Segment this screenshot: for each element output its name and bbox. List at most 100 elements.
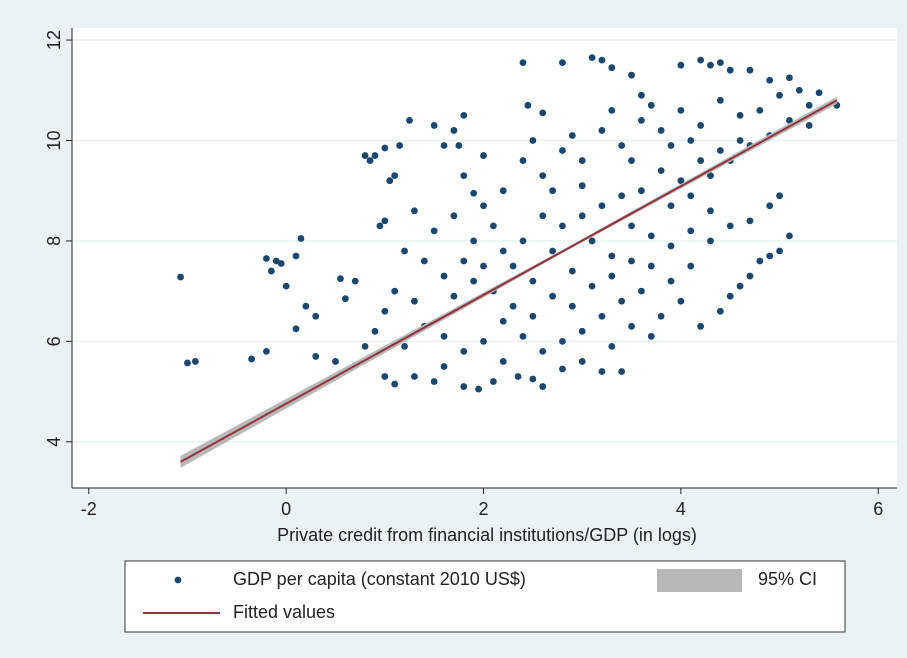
x-tick-label: 6 [873,499,883,519]
point [430,378,438,385]
point [529,277,537,285]
point [786,74,793,82]
x-axis-title: Private credit from financial institutio… [277,525,697,545]
point [361,152,369,159]
point [460,383,468,390]
point [677,297,685,305]
point [657,167,665,175]
point [628,322,635,330]
point [267,267,275,275]
point [707,61,714,69]
point [628,257,635,265]
point [716,59,724,67]
legend-items: GDP per capita (constant 2010 US$) Fitted… [143,569,817,622]
point [647,232,655,240]
point [667,202,675,210]
point [351,277,359,285]
point [776,247,783,255]
point [391,380,399,388]
point [420,257,428,265]
legend-label: Fitted values [233,602,335,622]
point [337,275,344,282]
point [667,242,675,250]
point [638,117,645,124]
point [638,187,645,195]
point [697,157,705,164]
point [480,337,487,345]
point [568,267,576,275]
point [184,359,191,367]
point [628,71,635,79]
point [282,282,290,290]
point [489,222,497,230]
point [248,355,256,363]
point [608,106,616,114]
point [292,325,300,333]
point [292,252,300,260]
point [499,247,507,255]
point [312,312,320,320]
legend-label: GDP per capita (constant 2010 US$) [233,569,526,589]
point [480,262,487,270]
point [529,137,537,144]
point [726,222,734,230]
point [450,212,458,220]
y-tick-label: 6 [44,336,64,346]
point [687,137,695,144]
point [391,287,399,295]
point [667,277,675,285]
point [519,157,527,164]
point [559,59,566,67]
point [786,117,793,124]
point [736,282,744,290]
point [559,147,566,154]
point [341,295,349,303]
point [716,96,724,104]
point [460,348,468,355]
point [312,353,320,360]
point [411,297,418,305]
point [401,342,408,350]
point [519,332,527,340]
point [297,235,305,242]
point [519,237,527,245]
point [726,292,734,300]
point [440,272,448,280]
point [263,348,270,355]
point [805,122,813,129]
point [578,157,586,164]
point [578,212,586,220]
x-tick-label: 0 [281,499,291,519]
point [638,91,645,99]
point [716,307,724,315]
x-tick-label: 2 [479,499,489,519]
point [539,348,547,355]
point [381,307,389,315]
point [480,202,487,210]
point [302,302,310,310]
point [559,222,566,230]
point [524,101,532,109]
point [366,157,374,164]
point [608,252,616,260]
point [608,64,616,72]
point [677,106,685,114]
point [677,177,685,185]
point [756,106,764,114]
y-tick-label: 4 [44,437,64,447]
axes: 4 6 8 10 12 -2 0 2 4 6 [44,28,897,519]
point [411,207,418,215]
point [647,262,655,270]
point [381,217,389,225]
point [361,342,369,350]
legend-marker [174,576,182,584]
point [549,187,556,195]
point [776,91,783,99]
legend-band [657,569,742,592]
point [470,277,478,285]
x-tick-label: -2 [81,499,97,519]
point [588,237,596,245]
point [539,383,547,390]
point [470,237,478,245]
